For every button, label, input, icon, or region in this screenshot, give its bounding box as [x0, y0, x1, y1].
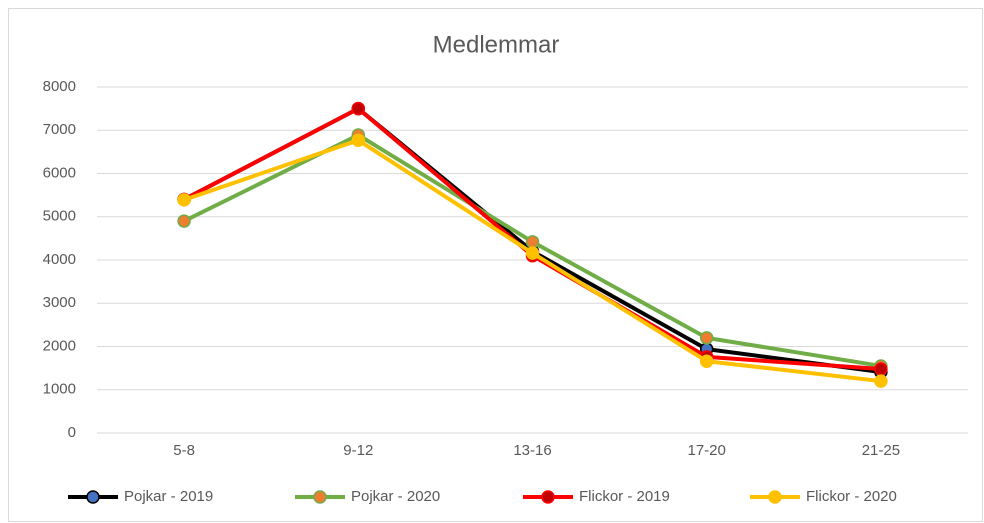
chart-title: Medlemmar — [433, 31, 560, 58]
data-point — [525, 235, 540, 249]
y-tick-label: 0 — [68, 424, 76, 441]
x-tick-label: 13-16 — [513, 442, 551, 459]
legend-marker — [313, 490, 327, 504]
y-tick-label: 1000 — [43, 381, 76, 398]
legend-marker — [768, 490, 782, 504]
data-point — [177, 193, 191, 207]
data-point — [525, 246, 540, 260]
legend-label: Flickor - 2020 — [806, 488, 897, 505]
y-tick-label: 3000 — [43, 294, 76, 311]
data-point — [351, 101, 366, 116]
y-tick-label: 5000 — [43, 208, 76, 225]
data-point — [699, 331, 714, 345]
legend-marker — [541, 490, 555, 504]
chart-frame — [8, 8, 983, 522]
x-tick-label: 21-25 — [862, 442, 900, 459]
data-point — [351, 133, 366, 147]
legend-label: Pojkar - 2019 — [124, 488, 213, 505]
y-tick-label: 8000 — [43, 78, 76, 95]
y-tick-label: 6000 — [43, 164, 76, 181]
data-point — [177, 214, 191, 228]
legend-marker — [86, 490, 100, 504]
x-tick-label: 17-20 — [688, 442, 726, 459]
x-tick-label: 9-12 — [343, 442, 373, 459]
y-tick-label: 4000 — [43, 251, 76, 268]
legend-label: Pojkar - 2020 — [351, 488, 440, 505]
y-tick-label: 2000 — [43, 337, 76, 354]
data-point — [874, 374, 888, 388]
data-point — [699, 354, 714, 368]
data-point — [874, 362, 888, 376]
x-tick-label: 5-8 — [173, 442, 195, 459]
y-tick-label: 7000 — [43, 121, 76, 138]
legend-label: Flickor - 2019 — [579, 488, 670, 505]
